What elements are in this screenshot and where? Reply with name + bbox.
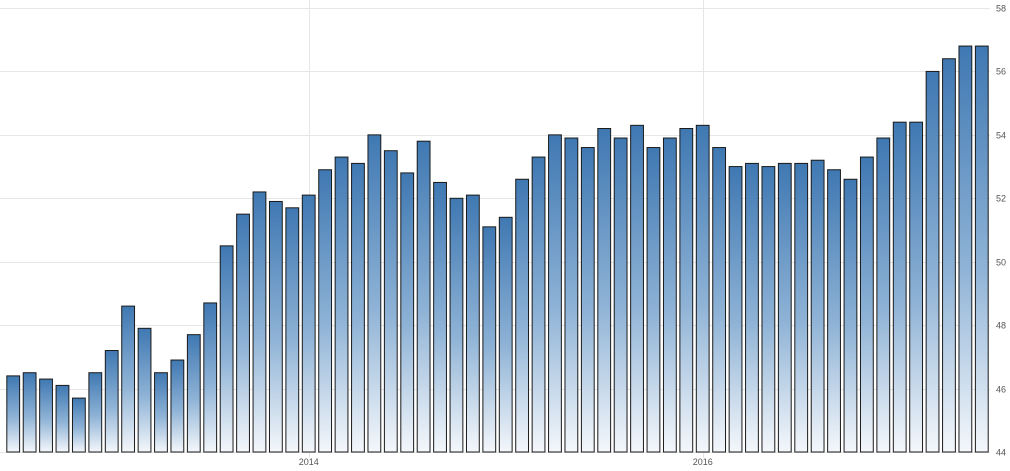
bar	[712, 147, 727, 453]
bar	[252, 191, 267, 453]
bar	[170, 359, 185, 453]
bar	[531, 156, 546, 453]
bar	[219, 245, 234, 453]
bar	[285, 207, 300, 453]
y-tick-label: 44	[996, 448, 1006, 458]
bar	[22, 372, 37, 453]
bar	[761, 166, 776, 453]
bar	[71, 397, 86, 453]
bar	[121, 305, 136, 453]
bar	[958, 45, 973, 453]
bar	[613, 137, 628, 453]
bar	[580, 147, 595, 453]
bar	[301, 194, 316, 453]
bar	[909, 121, 924, 453]
y-tick-label: 52	[996, 194, 1006, 204]
bar	[498, 216, 513, 453]
bar	[433, 181, 447, 453]
bar	[679, 128, 694, 453]
bar	[597, 128, 612, 453]
bar	[892, 121, 907, 453]
bar	[646, 147, 661, 453]
bar	[137, 327, 152, 453]
bar	[925, 70, 940, 453]
bar	[39, 378, 53, 453]
bar	[416, 140, 431, 453]
bar	[236, 213, 250, 453]
y-tick-label: 50	[996, 258, 1006, 268]
bar	[400, 172, 415, 453]
bar	[810, 159, 825, 453]
y-tick-label: 48	[996, 321, 1006, 331]
bar	[383, 150, 398, 453]
bar	[662, 137, 677, 453]
bar	[465, 194, 480, 453]
bar	[630, 124, 644, 453]
y-tick-label: 56	[996, 67, 1006, 77]
bar	[154, 372, 168, 453]
bar	[449, 197, 464, 453]
x-tick-label: 2014	[299, 457, 319, 467]
bar	[515, 178, 530, 453]
bar	[351, 162, 365, 453]
bar	[777, 162, 792, 453]
bar	[728, 166, 743, 453]
y-tick-label: 46	[996, 385, 1006, 395]
bar	[974, 45, 989, 453]
bars	[6, 45, 989, 453]
bar	[55, 384, 70, 453]
bar	[104, 350, 119, 453]
x-tick-label: 2016	[693, 457, 713, 467]
bar	[88, 372, 103, 453]
y-tick-label: 54	[996, 131, 1006, 141]
bar	[6, 375, 21, 453]
bar	[367, 134, 382, 453]
y-axis-ticks: 44 46 48 50 52 54 56 58	[996, 4, 1006, 458]
bar	[827, 169, 841, 453]
bar	[564, 137, 579, 453]
bar	[745, 162, 759, 453]
bar	[859, 156, 874, 453]
bar	[876, 137, 891, 453]
bar	[843, 178, 858, 453]
bar	[318, 169, 333, 453]
bar	[203, 302, 218, 453]
bar	[334, 156, 349, 453]
bar	[268, 200, 283, 453]
bar	[695, 124, 710, 453]
bar	[482, 226, 497, 453]
bar	[942, 58, 956, 453]
x-axis-ticks: 2014 2016	[299, 457, 713, 467]
bar	[548, 134, 562, 453]
bar	[794, 162, 809, 453]
y-tick-label: 58	[996, 4, 1006, 14]
bar	[186, 334, 201, 453]
